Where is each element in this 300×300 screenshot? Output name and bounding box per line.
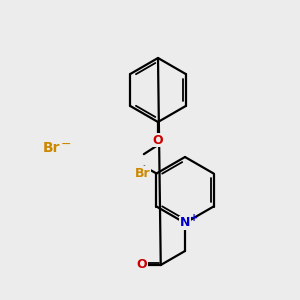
Text: Br: Br [135,167,150,180]
Text: +: + [190,213,198,223]
Text: −: − [61,137,71,151]
Text: Br: Br [43,141,61,155]
Text: O: O [136,259,147,272]
Text: N: N [180,217,190,230]
Text: O: O [153,134,163,146]
